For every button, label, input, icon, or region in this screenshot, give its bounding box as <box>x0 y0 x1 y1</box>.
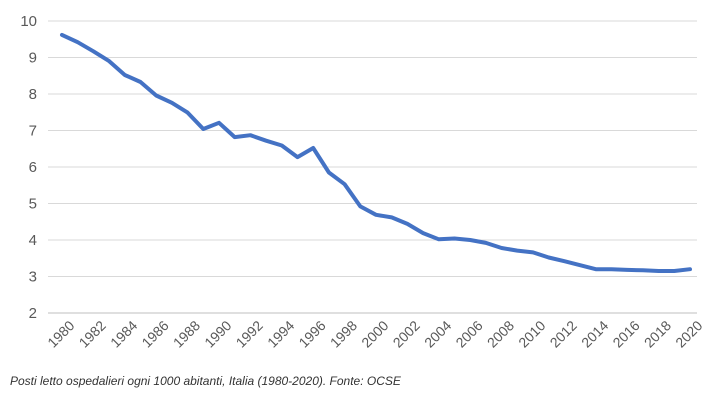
data-point <box>390 215 394 219</box>
data-point <box>186 111 190 115</box>
data-point <box>437 237 441 241</box>
y-tick-label: 10 <box>20 13 37 30</box>
data-point <box>233 135 237 139</box>
x-tick-label: 2006 <box>452 317 485 350</box>
x-tick-label: 2016 <box>609 317 642 350</box>
data-point <box>139 80 143 84</box>
data-point <box>672 269 676 273</box>
data-point <box>405 222 409 226</box>
x-tick-label: 2008 <box>484 317 517 350</box>
data-point <box>625 268 629 272</box>
data-point <box>107 59 111 63</box>
x-tick-label: 1994 <box>264 317 297 350</box>
data-point <box>154 93 158 97</box>
data-point <box>500 246 504 250</box>
data-point <box>358 204 362 208</box>
data-point <box>76 40 80 44</box>
data-point <box>248 133 252 137</box>
data-point <box>201 127 205 131</box>
x-axis-ticks: 1980198219841986198819901992199419961998… <box>44 317 705 350</box>
y-tick-label: 2 <box>29 305 37 322</box>
x-tick-label: 2010 <box>515 317 548 350</box>
series-line <box>60 32 692 273</box>
data-point <box>657 269 661 273</box>
data-point <box>91 49 95 53</box>
data-point <box>594 267 598 271</box>
data-point <box>217 121 221 125</box>
data-point <box>562 259 566 263</box>
data-point <box>484 241 488 245</box>
x-tick-label: 1988 <box>170 317 203 350</box>
data-point <box>311 146 315 150</box>
data-point <box>280 143 284 147</box>
x-tick-label: 1982 <box>76 317 109 350</box>
data-point <box>60 33 64 37</box>
x-tick-label: 1992 <box>233 317 266 350</box>
data-point <box>264 139 268 143</box>
data-point <box>374 213 378 217</box>
chart-caption: Posti letto ospedalieri ogni 1000 abitan… <box>10 374 401 388</box>
x-tick-label: 2012 <box>547 317 580 350</box>
data-point <box>421 231 425 235</box>
y-tick-label: 8 <box>29 86 37 103</box>
x-tick-label: 2002 <box>390 317 423 350</box>
y-tick-label: 7 <box>29 123 37 140</box>
y-tick-label: 3 <box>29 269 37 286</box>
x-tick-label: 1998 <box>327 317 360 350</box>
y-tick-label: 4 <box>29 232 37 249</box>
data-point <box>641 268 645 272</box>
data-point <box>453 237 457 241</box>
data-point <box>170 101 174 105</box>
x-tick-label: 2018 <box>641 317 674 350</box>
x-tick-label: 1990 <box>201 317 234 350</box>
series-group <box>60 32 692 273</box>
x-tick-label: 1986 <box>138 317 171 350</box>
data-point <box>610 267 614 271</box>
data-point <box>547 256 551 260</box>
x-tick-label: 2020 <box>672 317 705 350</box>
data-point <box>343 182 347 186</box>
x-tick-label: 2000 <box>358 317 391 350</box>
data-point <box>123 73 127 77</box>
x-tick-label: 2004 <box>421 317 454 350</box>
data-point <box>578 263 582 267</box>
gridlines <box>48 20 697 277</box>
y-tick-label: 6 <box>29 159 37 176</box>
x-tick-label: 1980 <box>44 317 77 350</box>
y-tick-label: 9 <box>29 50 37 67</box>
data-point <box>296 155 300 159</box>
x-tick-label: 1984 <box>107 317 140 350</box>
x-tick-label: 2014 <box>578 317 611 350</box>
data-point <box>468 238 472 242</box>
y-tick-label: 5 <box>29 196 37 213</box>
y-axis-ticks: 2 3 4 5 6 7 8 9 10 <box>20 13 37 322</box>
data-point <box>327 170 331 174</box>
data-point <box>688 267 692 271</box>
x-tick-label: 1996 <box>295 317 328 350</box>
data-point <box>531 250 535 254</box>
data-point <box>515 249 519 253</box>
